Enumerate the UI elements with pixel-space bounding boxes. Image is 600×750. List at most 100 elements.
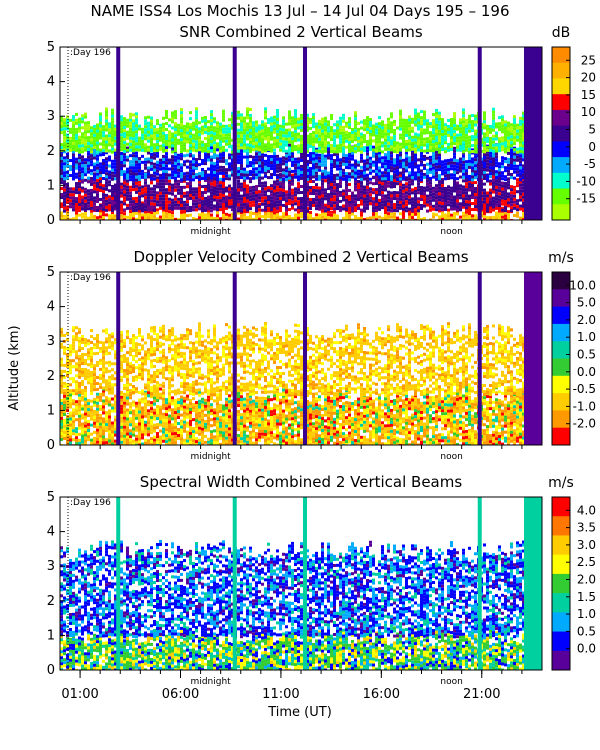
doppler-colorbar-segment	[552, 428, 570, 446]
doppler-ytick-label: 2	[47, 369, 55, 384]
width-ytick-label: 4	[47, 525, 55, 540]
doppler-colorbar-segment	[552, 341, 570, 359]
snr-colorbar-segment	[552, 204, 570, 220]
snr-colorbar-label: 15	[581, 88, 596, 102]
snr-colorbar-segment	[552, 126, 570, 142]
snr-day-label: :Day 196	[70, 48, 111, 58]
doppler-colorbar: 10.0 5.0 2.0 1.0 0.5 0.0 -0.5 -1.0 -2.0	[552, 272, 596, 446]
doppler-day-label: :Day 196	[70, 273, 111, 283]
snr-colorbar-label: 25	[581, 53, 596, 67]
snr-colorbar-label: 0	[588, 140, 596, 154]
doppler-heatmap	[60, 272, 543, 448]
width-title: Spectral Width Combined 2 Vertical Beams	[140, 473, 463, 491]
doppler-noon-label: noon	[440, 452, 462, 462]
width-colorbar-segment	[552, 516, 570, 536]
snr-heatmap	[60, 47, 543, 223]
width-ytick-label: 0	[47, 663, 55, 678]
width-heatmap	[60, 497, 543, 673]
figure-title: NAME ISS4 Los Mochis 13 Jul – 14 Jul 04 …	[91, 2, 510, 20]
snr-ytick-label: 0	[47, 213, 55, 228]
snr-colorbar-segment	[552, 94, 570, 110]
snr-ytick-label: 3	[47, 109, 55, 124]
doppler-colorbar-label: 1.0	[577, 330, 596, 344]
width-panel: Spectral Width Combined 2 Vertical Beams…	[47, 473, 596, 687]
doppler-ytick-label: 4	[47, 300, 55, 315]
doppler-colorbar-label: -2.0	[573, 417, 596, 431]
snr-colorbar-segment	[552, 141, 570, 157]
snr-panel: SNR Combined 2 Vertical Beams dB :Day 196 0…	[47, 23, 596, 237]
snr-colorbar-label: 20	[581, 71, 596, 85]
x-tick-label: 11:00	[262, 687, 299, 702]
snr-colorbar-label: -10	[576, 174, 596, 188]
snr-noon-label: noon	[440, 227, 462, 237]
figure: NAME ISS4 Los Mochis 13 Jul – 14 Jul 04 …	[0, 0, 600, 750]
width-noon-label: noon	[440, 677, 462, 687]
doppler-colorbar-label: 0.0	[577, 365, 596, 379]
snr-colorbar-segment	[552, 189, 570, 205]
x-tick-label: 01:00	[61, 687, 98, 702]
width-ytick-label: 1	[47, 628, 55, 643]
width-ytick-label: 2	[47, 594, 55, 609]
x-tick-label: 06:00	[162, 687, 199, 702]
x-tick-label: 16:00	[363, 687, 400, 702]
width-colorbar-label: 4.0	[577, 503, 596, 517]
snr-colorbar-segment	[552, 63, 570, 79]
snr-ytick-label: 5	[47, 40, 55, 55]
width-colorbar-label: 2.5	[577, 555, 596, 569]
doppler-midnight-label: midnight	[191, 452, 232, 462]
width-colorbar: 4.0 3.5 3.0 2.5 2.0 1.5 1.0 0.5 0.0	[552, 497, 596, 671]
doppler-colorbar-label: 5.0	[577, 296, 596, 310]
doppler-colorbar-segment	[552, 272, 570, 290]
width-colorbar-segment	[552, 555, 570, 575]
snr-colorbar-segment	[552, 78, 570, 94]
doppler-title: Doppler Velocity Combined 2 Vertical Bea…	[133, 248, 468, 266]
doppler-colorbar-segment	[552, 376, 570, 394]
snr-colorbar: 2520151050-5-10-15	[552, 47, 596, 221]
snr-colorbar-label: -5	[584, 157, 596, 171]
doppler-colorbar-segment	[552, 393, 570, 411]
doppler-colorbar-segment	[552, 324, 570, 342]
doppler-colorbar-label: -0.5	[573, 382, 596, 396]
width-midnight-label: midnight	[191, 677, 232, 687]
width-colorbar-label: 1.0	[577, 607, 596, 621]
width-colorbar-segment	[552, 651, 570, 671]
doppler-colorbar-label: 10.0	[569, 278, 596, 292]
doppler-colorbar-segment	[552, 359, 570, 377]
width-ytick-label: 5	[47, 490, 55, 505]
snr-colorbar-label: 10	[581, 105, 596, 119]
doppler-colorbar-segment	[552, 410, 570, 428]
width-colorbar-label: 0.5	[577, 624, 596, 638]
snr-colorbar-label: -15	[576, 192, 596, 206]
width-colorbar-label: 0.0	[577, 642, 596, 656]
snr-ytick-label: 2	[47, 144, 55, 159]
width-colorbar-label: 3.0	[577, 538, 596, 552]
doppler-ytick-label: 1	[47, 403, 55, 418]
doppler-ytick-label: 0	[47, 438, 55, 453]
snr-title: SNR Combined 2 Vertical Beams	[179, 23, 422, 41]
snr-ytick-label: 1	[47, 178, 55, 193]
doppler-colorbar-label: 0.5	[577, 348, 596, 362]
width-day-label: :Day 196	[70, 498, 111, 508]
snr-units: dB	[552, 25, 571, 41]
width-colorbar-label: 2.0	[577, 573, 596, 587]
snr-colorbar-segment	[552, 157, 570, 173]
width-colorbar-segment	[552, 593, 570, 613]
doppler-colorbar-label: 2.0	[577, 313, 596, 327]
width-ytick-label: 3	[47, 559, 55, 574]
doppler-colorbar-segment	[552, 307, 570, 325]
doppler-ytick-label: 5	[47, 265, 55, 280]
doppler-colorbar-segment	[552, 289, 570, 307]
snr-ytick-label: 4	[47, 75, 55, 90]
y-axis-label: Altitude (km)	[7, 325, 22, 410]
width-colorbar-label: 3.5	[577, 521, 596, 535]
doppler-units: m/s	[548, 250, 574, 266]
width-colorbar-label: 1.5	[577, 590, 596, 604]
width-colorbar-segment	[552, 574, 570, 594]
snr-midnight-label: midnight	[191, 227, 232, 237]
width-units: m/s	[548, 475, 574, 491]
doppler-panel: Doppler Velocity Combined 2 Vertical Bea…	[47, 248, 596, 462]
doppler-colorbar-label: -1.0	[573, 399, 596, 413]
x-tick-label: 21:00	[463, 687, 500, 702]
doppler-ytick-label: 3	[47, 334, 55, 349]
width-colorbar-segment	[552, 612, 570, 632]
